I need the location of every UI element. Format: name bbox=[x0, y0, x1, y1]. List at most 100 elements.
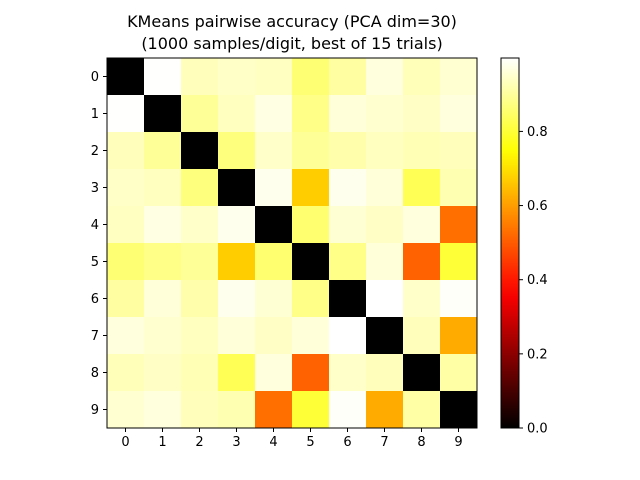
heatmap-cell bbox=[292, 132, 330, 170]
heatmap-cell bbox=[255, 206, 293, 244]
heatmap-cell bbox=[292, 243, 330, 281]
x-tick-label: 0 bbox=[121, 435, 129, 450]
heatmap-cell bbox=[255, 280, 293, 318]
heatmap-cell bbox=[403, 354, 441, 392]
colorbar-tick-label: 0.2 bbox=[527, 347, 548, 362]
heatmap-cell bbox=[218, 169, 256, 207]
heatmap-cell bbox=[144, 354, 182, 392]
heatmap-cell bbox=[440, 354, 478, 392]
heatmap-cell bbox=[255, 317, 293, 355]
heatmap-cell bbox=[292, 206, 330, 244]
heatmap-cell bbox=[292, 58, 330, 96]
heatmap-cell bbox=[218, 206, 256, 244]
y-tick-label: 2 bbox=[91, 144, 99, 159]
heatmap-cell bbox=[107, 58, 145, 96]
colorbar-tick-label: 0.0 bbox=[527, 422, 548, 437]
y-tick-label: 6 bbox=[91, 292, 99, 307]
colorbar-tick-label: 0.6 bbox=[527, 199, 548, 214]
heatmap-cell bbox=[440, 58, 478, 96]
heatmap-cell bbox=[144, 95, 182, 133]
heatmap-cell bbox=[366, 280, 404, 318]
heatmap-cell bbox=[440, 280, 478, 318]
heatmap-cell bbox=[181, 243, 219, 281]
heatmap-cell bbox=[366, 317, 404, 355]
heatmap-cell bbox=[366, 169, 404, 207]
heatmap-cell bbox=[218, 58, 256, 96]
heatmap-cell bbox=[329, 206, 367, 244]
heatmap-cell bbox=[292, 354, 330, 392]
heatmap-cell bbox=[218, 95, 256, 133]
heatmap-cell bbox=[329, 354, 367, 392]
heatmap-cell bbox=[107, 169, 145, 207]
heatmap-cell bbox=[144, 58, 182, 96]
heatmap-cell bbox=[218, 132, 256, 170]
heatmap-cell bbox=[329, 58, 367, 96]
heatmap-cell bbox=[107, 280, 145, 318]
heatmap-cell bbox=[440, 95, 478, 133]
heatmap-cell bbox=[144, 169, 182, 207]
y-tick-label: 4 bbox=[91, 218, 99, 233]
x-tick-label: 5 bbox=[306, 435, 314, 450]
heatmap-cell bbox=[255, 354, 293, 392]
heatmap-cell bbox=[144, 317, 182, 355]
heatmap-cell bbox=[366, 243, 404, 281]
heatmap-cell bbox=[255, 132, 293, 170]
heatmap-cell bbox=[181, 206, 219, 244]
heatmap-cell bbox=[440, 391, 478, 429]
x-tick-label: 9 bbox=[454, 435, 462, 450]
heatmap-cell bbox=[403, 132, 441, 170]
x-tick-label: 2 bbox=[195, 435, 203, 450]
heatmap-frame bbox=[106, 57, 478, 429]
chart-title-line-1: KMeans pairwise accuracy (PCA dim=30) bbox=[127, 12, 457, 31]
heatmap-cell bbox=[329, 95, 367, 133]
heatmap-cell bbox=[366, 58, 404, 96]
x-tick-label: 4 bbox=[269, 435, 277, 450]
heatmap-cell bbox=[181, 354, 219, 392]
heatmap-cell bbox=[218, 280, 256, 318]
heatmap-cell bbox=[403, 95, 441, 133]
heatmap-cell bbox=[144, 280, 182, 318]
heatmap-cell bbox=[181, 169, 219, 207]
y-tick-label: 1 bbox=[91, 107, 99, 122]
heatmap-cell bbox=[329, 391, 367, 429]
heatmap-cell bbox=[218, 243, 256, 281]
y-tick-label: 5 bbox=[91, 255, 99, 270]
heatmap-cell bbox=[403, 280, 441, 318]
x-axis-ticks: 0 1 2 3 4 5 6 7 8 9 bbox=[121, 428, 463, 450]
y-tick-label: 3 bbox=[91, 181, 99, 196]
heatmap-cell bbox=[181, 58, 219, 96]
colorbar-ticks: 0.0 0.2 0.4 0.6 0.8 bbox=[519, 125, 548, 437]
heatmap-cell bbox=[440, 206, 478, 244]
heatmap-cell bbox=[292, 317, 330, 355]
heatmap-cell bbox=[181, 132, 219, 170]
heatmap-cell bbox=[107, 132, 145, 170]
colorbar-tick-label: 0.8 bbox=[527, 125, 548, 140]
heatmap-cell bbox=[144, 243, 182, 281]
heatmap-cell bbox=[255, 95, 293, 133]
heatmap-cell bbox=[255, 391, 293, 429]
x-tick-label: 7 bbox=[380, 435, 388, 450]
heatmap-cell bbox=[366, 206, 404, 244]
x-tick-label: 6 bbox=[343, 435, 351, 450]
heatmap-cell bbox=[366, 354, 404, 392]
heatmap-cell bbox=[107, 243, 145, 281]
colorbar-tick-label: 0.4 bbox=[527, 273, 548, 288]
heatmap-cell bbox=[329, 280, 367, 318]
heatmap-cell bbox=[107, 317, 145, 355]
heatmap-cell bbox=[403, 206, 441, 244]
x-tick-label: 8 bbox=[417, 435, 425, 450]
heatmap-cell bbox=[366, 132, 404, 170]
heatmap-cell bbox=[403, 243, 441, 281]
heatmap-cells bbox=[107, 58, 478, 429]
heatmap-cell bbox=[181, 317, 219, 355]
heatmap-cell bbox=[403, 317, 441, 355]
y-tick-label: 8 bbox=[91, 366, 99, 381]
heatmap-cell bbox=[107, 206, 145, 244]
heatmap-cell bbox=[292, 280, 330, 318]
heatmap-cell bbox=[292, 95, 330, 133]
y-tick-label: 0 bbox=[91, 70, 99, 85]
heatmap-cell bbox=[107, 354, 145, 392]
heatmap-cell bbox=[218, 317, 256, 355]
heatmap-cell bbox=[366, 95, 404, 133]
